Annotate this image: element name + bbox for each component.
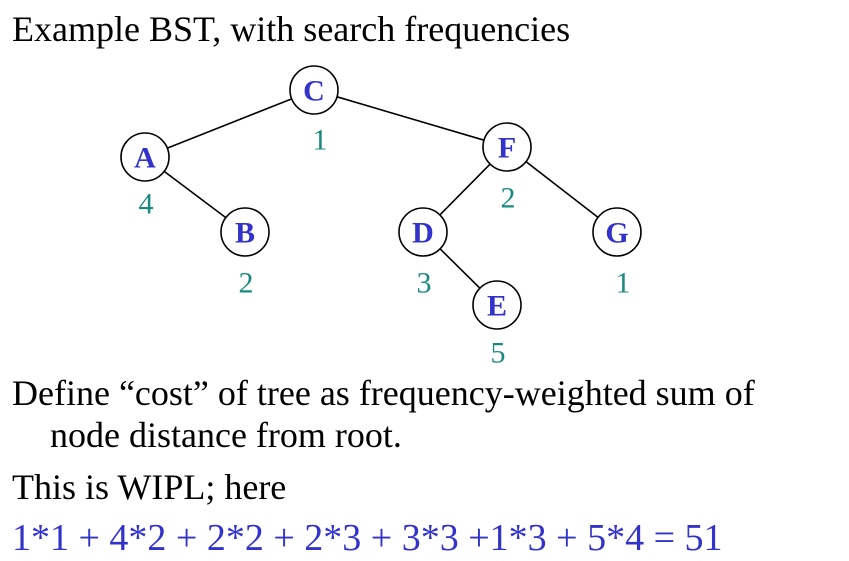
node-f-frequency: 2 xyxy=(501,182,516,215)
node-d-circle xyxy=(398,207,448,257)
node-a-frequency: 4 xyxy=(139,188,154,221)
slide-title: Example BST, with search frequencies xyxy=(12,9,571,49)
edge-f-g xyxy=(525,161,599,218)
node-d-frequency: 3 xyxy=(417,267,432,300)
node-a-label: A xyxy=(134,142,156,175)
edge-c-f xyxy=(336,96,485,141)
node-e-circle xyxy=(472,280,522,330)
node-e-label: E xyxy=(487,290,507,323)
node-c-circle xyxy=(289,65,339,115)
edge-c-a xyxy=(167,98,292,149)
definition-line-2: node distance from root. xyxy=(50,415,402,455)
wipl-equation: 1*1 + 4*2 + 2*2 + 2*3 + 3*3 +1*3 + 5*4 =… xyxy=(12,517,723,559)
node-c-label: C xyxy=(303,75,325,108)
node-d-label: D xyxy=(412,217,434,250)
node-f-label: F xyxy=(498,132,516,165)
node-g-label: G xyxy=(605,217,628,250)
node-e-frequency: 5 xyxy=(491,337,506,370)
node-f-circle xyxy=(482,122,532,172)
node-g-frequency: 1 xyxy=(616,267,631,300)
edge-a-b xyxy=(163,170,227,219)
node-b-frequency: 2 xyxy=(239,267,254,300)
node-g-circle xyxy=(592,207,642,257)
definition-line-1: Define “cost” of tree as frequency-weigh… xyxy=(12,373,755,413)
node-c-frequency: 1 xyxy=(313,124,328,157)
node-b-circle xyxy=(220,207,270,257)
node-a-circle xyxy=(120,132,170,182)
wipl-line: This is WIPL; here xyxy=(12,467,287,507)
node-b-label: B xyxy=(235,217,255,250)
edge-f-d xyxy=(439,163,491,216)
edge-d-e xyxy=(439,248,481,289)
